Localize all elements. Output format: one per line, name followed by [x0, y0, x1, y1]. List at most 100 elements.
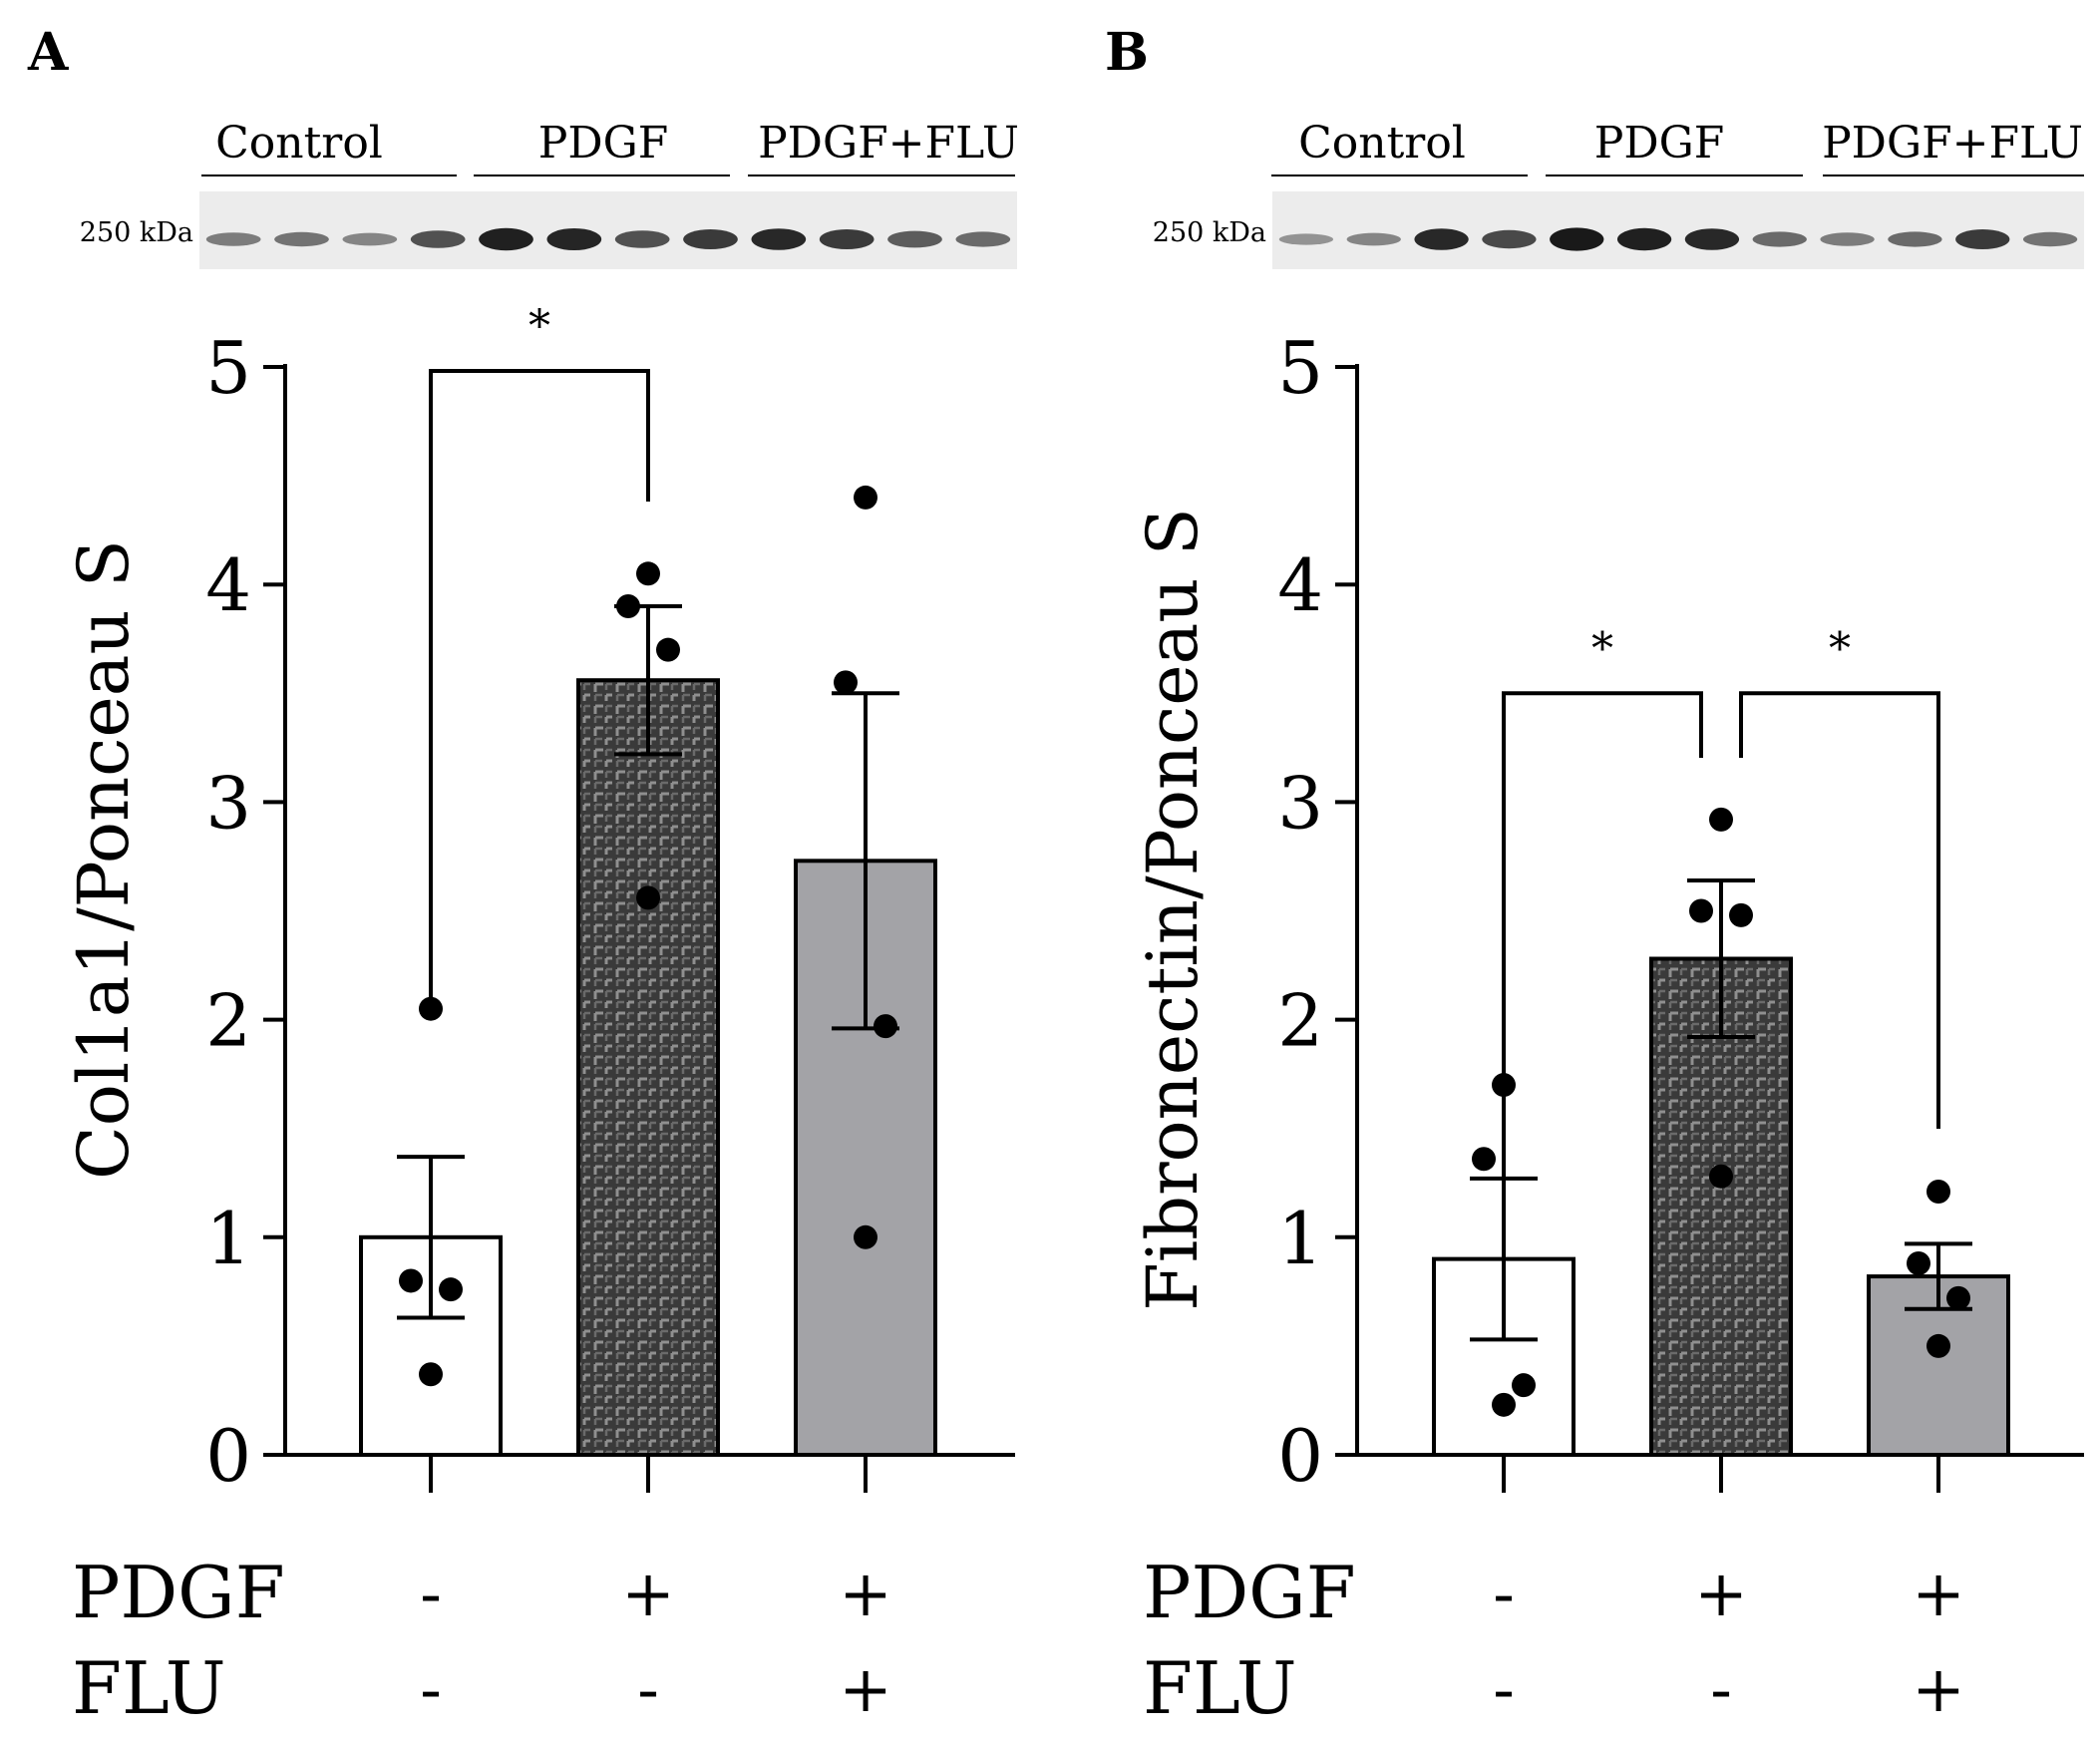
blot-band: [614, 230, 670, 248]
y-tick-label: 2: [1277, 979, 1323, 1063]
western-blot: Control PDGF PDGF+FLU 250 kDa: [80, 118, 1019, 269]
data-point: [1907, 1250, 1930, 1275]
table-cell: -: [1710, 1653, 1732, 1727]
blot-band: [1616, 227, 1672, 251]
data-point: [439, 1277, 463, 1302]
blot-band: [1482, 229, 1537, 249]
y-tick-label: 3: [1277, 761, 1323, 845]
blot-group-label: PDGF+FLU: [758, 118, 1019, 169]
panel-b: B Control PDGF PDGF+FLU 250 kDa Fibronec…: [1105, 22, 2084, 1730]
western-blot: Control PDGF PDGF+FLU 250 kDa: [1153, 118, 2084, 269]
row-label-pdgf: PDGF: [1143, 1551, 1356, 1634]
y-tick-label: 2: [205, 979, 251, 1063]
panel-label: A: [27, 22, 69, 83]
blot-marker-label: 250 kDa: [1153, 217, 1266, 248]
y-tick-label: 0: [1277, 1414, 1323, 1498]
table-cell: +: [1912, 1558, 1965, 1631]
y-tick-label: 5: [1277, 326, 1323, 410]
bar-pdgf: [576, 678, 720, 1457]
data-point: [419, 1362, 443, 1387]
table-cell: +: [1912, 1653, 1965, 1727]
data-point: [1492, 1392, 1516, 1417]
y-tick-label: 3: [205, 761, 251, 845]
row-label-pdgf: PDGF: [72, 1551, 285, 1634]
data-point: [1512, 1373, 1536, 1398]
y-tick-label: 4: [1277, 543, 1323, 627]
row-label-flu: FLU: [1143, 1646, 1297, 1730]
table-cell: -: [420, 1558, 442, 1631]
blot-band: [683, 229, 738, 249]
significance-label: *: [1829, 623, 1851, 674]
blot-band: [2022, 231, 2078, 247]
data-point: [616, 594, 640, 619]
blot-band: [751, 228, 807, 250]
blot-band: [955, 231, 1011, 247]
blot-band: [342, 232, 398, 246]
data-point: [1729, 902, 1753, 927]
blot-band: [1550, 227, 1604, 251]
blot-band: [1684, 228, 1740, 250]
blot-band: [819, 229, 875, 249]
data-point: [834, 670, 858, 695]
y-axis-label: Fibronectin/Ponceau S: [1132, 508, 1214, 1310]
table-cell: -: [637, 1653, 659, 1727]
blot-group-label: Control: [215, 118, 383, 169]
table-cell: -: [1493, 1558, 1515, 1631]
data-point: [399, 1268, 423, 1293]
blot-group-label: PDGF+FLU: [1822, 118, 2083, 169]
significance-label: *: [1591, 623, 1613, 674]
data-point: [636, 885, 660, 910]
blot-membrane: [1272, 191, 2084, 269]
table-cell: +: [839, 1653, 892, 1727]
data-point: [1472, 1147, 1496, 1172]
data-point: [1709, 807, 1733, 832]
row-label-flu: FLU: [72, 1646, 226, 1730]
blot-band: [1278, 233, 1334, 245]
bar-pdgf: [1649, 956, 1793, 1458]
data-point: [1926, 1333, 1950, 1358]
data-point: [854, 1224, 877, 1249]
table-cell: -: [420, 1653, 442, 1727]
blot-band: [205, 232, 261, 246]
y-tick-label: 1: [1277, 1197, 1323, 1280]
plot-area: Col1a1/Ponceau S 0 1 2 3 4 5 *: [63, 301, 1015, 1498]
table-cell: +: [839, 1558, 892, 1631]
significance-bracket: [1739, 691, 1940, 1129]
y-tick-label: 4: [205, 543, 251, 627]
table-cell: -: [1493, 1653, 1515, 1727]
blot-band: [1820, 232, 1875, 246]
table-cell: +: [1694, 1558, 1748, 1631]
data-point: [874, 1014, 897, 1039]
y-tick-label: 5: [205, 326, 251, 410]
condition-table: PDGF FLU - + + - - +: [1143, 1551, 1965, 1730]
blot-band: [1752, 231, 1807, 247]
condition-table: PDGF FLU - + + - - +: [72, 1551, 892, 1730]
blot-marker-label: 250 kDa: [80, 217, 193, 248]
data-point: [1709, 1164, 1733, 1189]
panel-a: A Control PDGF PDGF+FLU 250 kDa Col1a1/P…: [27, 22, 1019, 1730]
data-point: [636, 561, 660, 586]
panel-label: B: [1105, 22, 1149, 83]
blot-band: [546, 227, 602, 251]
blot-band: [887, 230, 942, 248]
blot-band: [1346, 232, 1401, 246]
data-point: [419, 996, 443, 1021]
blot-membrane: [199, 191, 1017, 269]
blot-group-label: Control: [1298, 118, 1466, 169]
y-tick-label: 0: [205, 1414, 251, 1498]
blot-band: [1955, 229, 2010, 249]
data-point: [854, 485, 877, 510]
significance-bracket: [1502, 691, 1703, 1246]
plot-area: Fibronectin/Ponceau S 0 1 2 3 4 5 * *: [1132, 326, 2084, 1498]
y-tick-label: 1: [205, 1197, 251, 1280]
blot-band: [274, 231, 329, 247]
data-point: [1926, 1179, 1950, 1204]
blot-group-label: PDGF: [538, 118, 669, 169]
y-axis-label: Col1a1/Ponceau S: [63, 539, 145, 1180]
data-point: [1946, 1285, 1970, 1310]
significance-bracket: [429, 369, 650, 1008]
blot-band: [479, 227, 533, 251]
data-point: [656, 637, 680, 662]
blot-band: [1414, 228, 1469, 250]
